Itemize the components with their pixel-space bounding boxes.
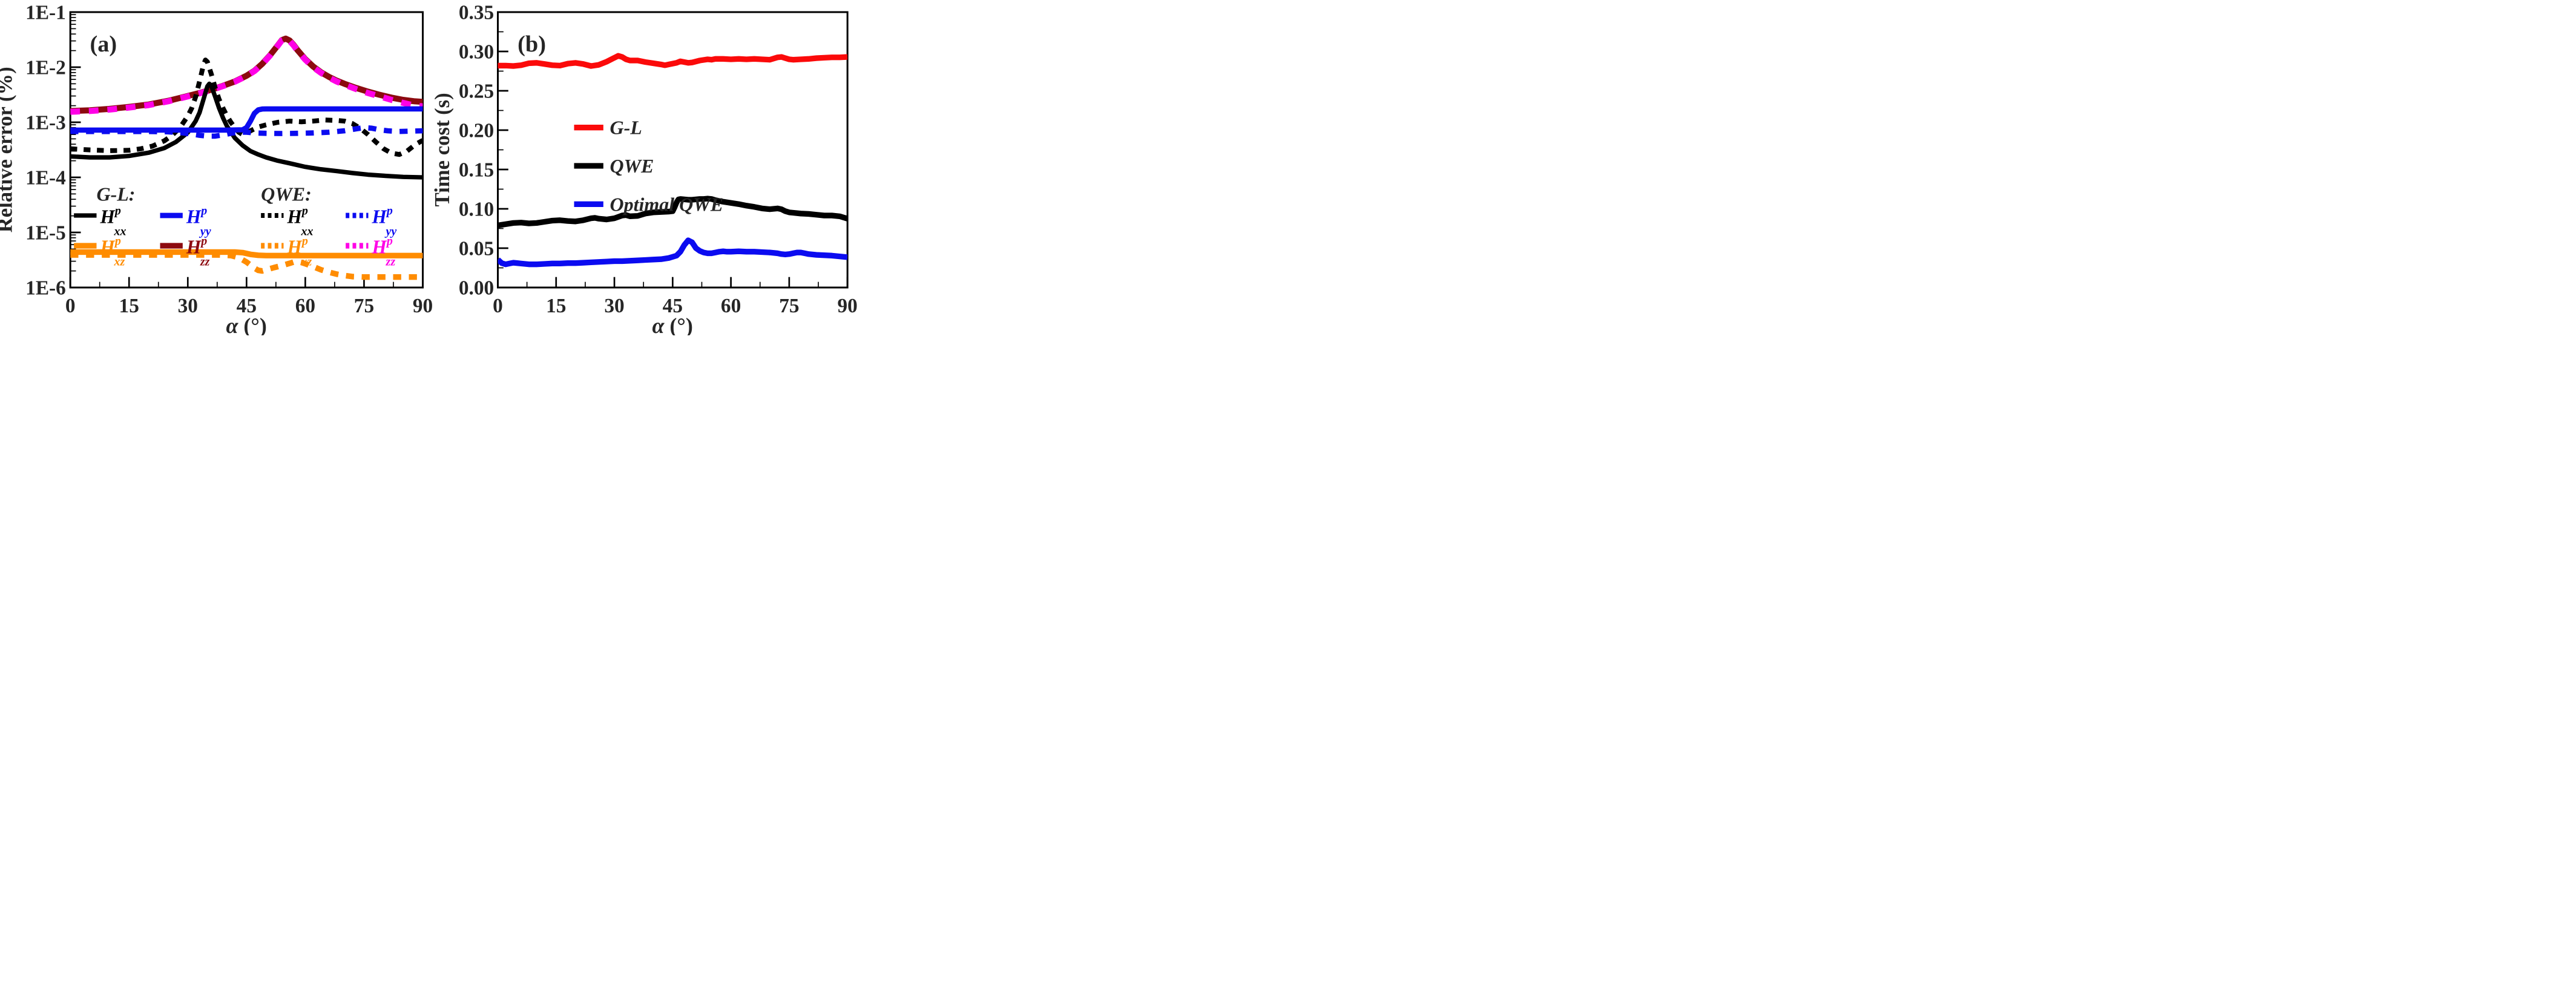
x-tick-label: 15 [119,295,139,317]
legend-h-sup: p [301,235,308,248]
series-g-l-h-zz [70,35,423,114]
legend-h-sup: p [200,205,207,218]
x-tick-label: 90 [413,295,433,317]
legend-group-title: QWE: [261,183,312,205]
legend-h-sub: xx [114,225,126,238]
legend-h-sub: zz [386,255,396,269]
x-axis-title-b: α (°) [652,314,693,335]
legend-h-base: H [372,237,388,258]
plot-frame-b [497,11,849,289]
figure: 0 15 30 45 60 75 90 1E-1 1E-2 1E-3 1E-4 1E-5 1E-6 (a)… [0,0,859,335]
y-tick-label: 1E-4 [25,167,66,189]
legend-h-sup: p [114,235,121,248]
x-tick-label: 15 [546,295,566,317]
panel-b: 0 15 30 45 60 75 90 0.35 0.30 0.25 0.20 0.15 0.10 0.0… [431,2,858,335]
legend-label-g-l-h-xx: Hp xx [100,205,126,238]
y-axis-title-b: Time cost (s) [431,93,454,206]
legend-group-title: G-L: [97,183,136,205]
x-tick-label: 90 [838,295,858,317]
legend-h-sup: p [386,205,393,218]
legend-h-sub: xz [301,255,312,269]
legend-h-base: H [287,206,303,228]
series-group-b [498,53,848,268]
x-axis-title-a: α (°) [226,314,267,335]
legend-label-optimal-qwe: Optimal QWE [610,193,724,215]
y-tick-label: 1E-6 [25,277,66,300]
y-tick-label: 0.30 [459,41,494,64]
y-tick-label: 0.15 [459,159,494,182]
legend-h-sub: zz [200,255,210,269]
series-qwe-h-xz [70,252,423,280]
legend-h-sup: p [200,235,207,248]
legend-h-sub: xz [114,255,125,269]
x-tick-label: 30 [178,295,198,317]
legend-h-sub: xx [301,225,314,238]
legend-label-qwe-h-xx: Hp xx [287,205,314,238]
x-tick-label: 75 [779,295,799,317]
legend-h-sub: yy [385,225,397,238]
x-axis-unit: (°) [238,314,266,335]
y-tick-label: 0.00 [459,277,494,300]
x-tick-label: 60 [295,295,315,317]
legend-label-qwe-h-xz: Hp xz [287,235,312,269]
legend-label-g-l: G-L [610,117,642,139]
y-tick-label: 1E-5 [25,222,66,245]
x-tick-label: 0 [493,295,503,317]
series-g-l-h-yy [70,106,423,133]
legend-h-base: H [100,237,116,258]
series-optimal-qwe [498,237,848,268]
x-tick-label: 75 [354,295,374,317]
y-tick-label: 0.35 [459,2,494,24]
x-tick-label: 45 [663,295,683,317]
axis-ticks-b [497,11,849,289]
panel-title-b: (b) [518,31,546,57]
y-tick-label: 0.10 [459,199,494,221]
y-axis-title-a: Relative error (%) [0,67,17,232]
series-g-l [498,53,848,69]
legend-h-base: H [287,237,303,258]
series-qwe-h-yy [70,125,423,139]
series-qwe [498,196,848,228]
y-tick-label: 0.25 [459,81,494,103]
legend-h-base: H [372,206,388,228]
panel-title-a: (a) [90,31,117,57]
legend-label-qwe-h-zz: Hp zz [372,235,396,269]
x-tick-label: 30 [604,295,624,317]
x-axis-unit: (°) [664,314,692,335]
x-tick-label: 45 [237,295,257,317]
legend-h-base: H [186,237,202,258]
y-tick-label: 1E-1 [25,2,66,24]
x-axis-symbol: α [226,314,239,335]
y-tick-label: 1E-3 [25,112,66,134]
legend-label-qwe: QWE [610,155,654,177]
series-g-l-h-xx [70,81,423,180]
x-tick-label: 0 [65,295,76,317]
y-tick-label: 0.05 [459,238,494,260]
x-tick-label: 60 [721,295,741,317]
legend-label-g-l-h-zz: Hp zz [186,235,210,269]
legend-label-qwe-h-yy: Hp yy [372,205,397,238]
legend-h-base: H [186,206,202,228]
series-group-a [70,35,423,280]
legend-h-sub: yy [199,225,211,238]
legend-h-sup: p [114,205,121,218]
y-tick-label: 0.20 [459,120,494,142]
figure-svg: 0 15 30 45 60 75 90 1E-1 1E-2 1E-3 1E-4 1E-5 1E-6 (a)… [0,2,858,335]
panel-a: 0 15 30 45 60 75 90 1E-1 1E-2 1E-3 1E-4 1E-5 1E-6 (a)… [0,2,433,335]
x-axis-symbol: α [652,314,665,335]
legend-label-g-l-h-yy: Hp yy [186,205,211,238]
y-tick-label: 1E-2 [25,57,66,79]
series-g-l-h-xz [70,249,423,258]
legend-h-sup: p [386,235,393,248]
legend-b: G-L QWE Optimal QWE [574,117,724,215]
legend-h-base: H [100,206,116,228]
legend-label-g-l-h-xz: Hp xz [100,235,125,269]
legend-h-sup: p [301,205,308,218]
